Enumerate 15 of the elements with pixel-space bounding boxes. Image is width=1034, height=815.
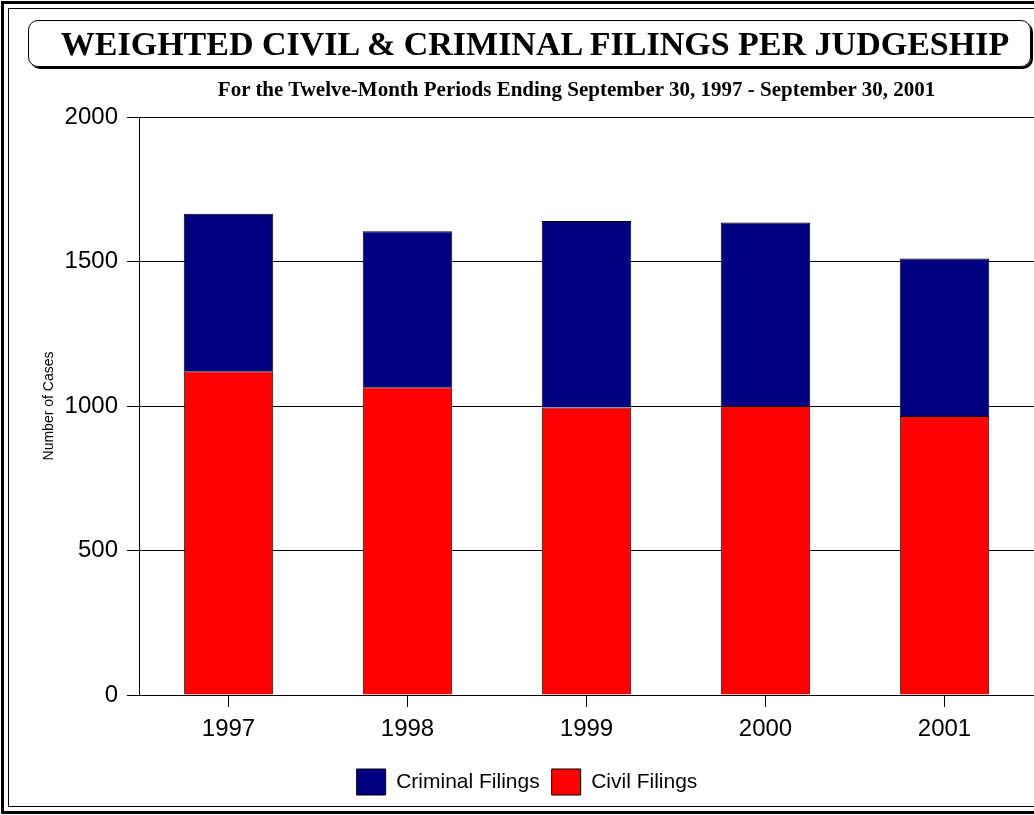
y-axis-title: Number of Cases (40, 351, 57, 461)
chart-subtitle: For the Twelve-Month Periods Ending September 30, 1997 - September 30, 2001 (217, 77, 936, 101)
x-tick-label: 2000 (738, 714, 793, 742)
legend-label: Criminal Filings (396, 768, 540, 792)
y-tick-label: 500 (77, 535, 118, 563)
y-tick-label: 0 (104, 679, 118, 707)
y-tick-label: 2000 (64, 101, 118, 129)
y-tick-label: 1000 (64, 390, 118, 418)
x-tick-label: 1999 (559, 714, 614, 742)
x-tick-label: 2001 (917, 714, 972, 742)
chart-title: WEIGHTED CIVIL & CRIMINAL FILINGS PER JUDGESHIP (60, 24, 1010, 63)
x-tick-label: 1998 (380, 714, 435, 742)
legend-label: Civil Filings (591, 768, 698, 792)
x-tick-label: 1997 (201, 714, 256, 742)
y-tick-label: 1500 (64, 246, 118, 274)
